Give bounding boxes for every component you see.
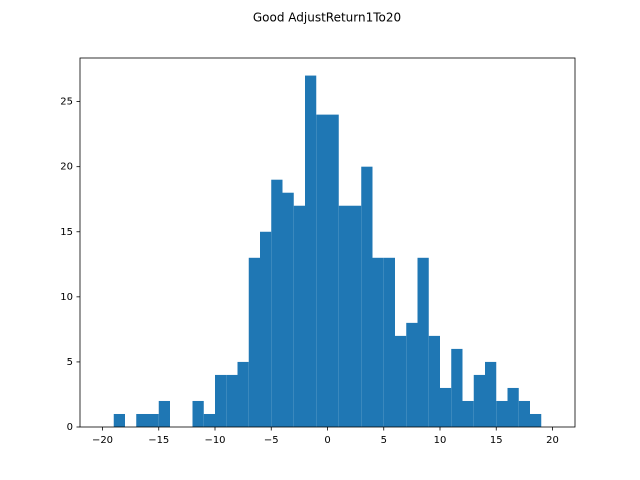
x-tick-label: 0 xyxy=(324,435,330,446)
bar xyxy=(451,348,463,427)
bar xyxy=(271,179,283,427)
bar xyxy=(350,205,362,427)
x-tick-label: −20 xyxy=(92,435,113,446)
y-tick-label: 5 xyxy=(67,357,73,368)
chart-title: Good AdjustReturn1To20 xyxy=(253,11,401,25)
bar xyxy=(383,257,395,427)
x-tick-label: 15 xyxy=(490,435,503,446)
bar xyxy=(485,361,497,427)
y-tick-label: 25 xyxy=(60,97,73,108)
bar xyxy=(327,114,339,427)
bar xyxy=(282,192,294,427)
bar xyxy=(136,413,148,427)
x-tick-label: 10 xyxy=(434,435,447,446)
bar xyxy=(192,400,204,427)
bar xyxy=(473,374,485,427)
bar xyxy=(372,257,384,427)
bar xyxy=(158,400,170,427)
bar xyxy=(215,374,227,427)
bar xyxy=(428,335,440,427)
x-tick-label: −10 xyxy=(204,435,225,446)
bar xyxy=(203,413,215,427)
bar xyxy=(440,387,452,427)
bar xyxy=(316,114,328,427)
bar xyxy=(260,231,272,427)
bar xyxy=(406,322,418,427)
y-tick-label: 10 xyxy=(60,292,73,303)
x-tick-label: 20 xyxy=(546,435,559,446)
x-tick-label: 5 xyxy=(381,435,387,446)
bar xyxy=(113,413,125,427)
bar xyxy=(417,257,429,427)
bar xyxy=(361,166,373,427)
x-tick-label: −15 xyxy=(148,435,169,446)
bar xyxy=(530,413,542,427)
x-tick-label: −5 xyxy=(264,435,279,446)
bar xyxy=(507,387,519,427)
y-tick-label: 20 xyxy=(60,162,73,173)
bar xyxy=(496,400,508,427)
bar xyxy=(226,374,238,427)
y-tick-label: 15 xyxy=(60,227,73,238)
bar xyxy=(237,361,249,427)
bar xyxy=(338,205,350,427)
bar xyxy=(305,75,317,428)
bar xyxy=(395,335,407,427)
y-tick-label: 0 xyxy=(67,422,73,433)
bar xyxy=(147,413,159,427)
bar xyxy=(462,400,474,427)
bar xyxy=(293,205,305,427)
bar xyxy=(248,257,260,427)
bar xyxy=(518,400,530,427)
